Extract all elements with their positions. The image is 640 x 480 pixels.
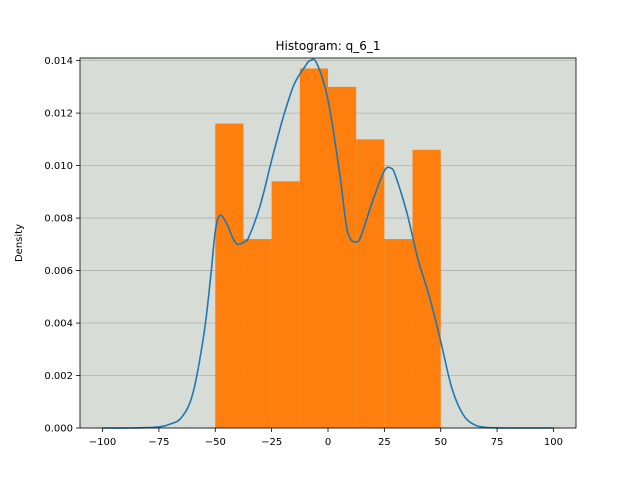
x-tick-label: −75 [148, 437, 169, 448]
x-tick-label: −100 [89, 437, 116, 448]
histogram-bar [299, 68, 328, 428]
x-tick-label: 50 [434, 437, 447, 448]
x-tick-label: 100 [544, 437, 563, 448]
histogram-bar [271, 181, 300, 428]
y-tick-label: 0.012 [44, 109, 73, 120]
histogram-bar [356, 139, 385, 428]
y-axis-ticks: 0.000 0.002 0.004 0.006 0.008 0.010 0.012 0.014 [44, 56, 80, 435]
y-tick-label: 0.002 [44, 371, 73, 382]
histogram-bar [384, 239, 413, 428]
histogram-bar [215, 123, 244, 428]
y-tick-label: 0.000 [44, 424, 73, 435]
x-tick-label: −50 [205, 437, 226, 448]
chart-title: Histogram: q_6_1 [276, 39, 381, 53]
histogram-bars [215, 68, 441, 429]
y-tick-label: 0.014 [44, 56, 73, 67]
x-tick-label: 75 [491, 437, 504, 448]
y-tick-label: 0.010 [44, 161, 73, 172]
density-curve [102, 58, 554, 429]
x-axis-ticks: −100 −75 −50 −25 0 25 50 75 100 [89, 428, 563, 448]
x-tick-label: 25 [378, 437, 391, 448]
y-tick-label: 0.004 [44, 319, 73, 330]
histogram-bar [243, 239, 272, 428]
histogram-bar [328, 86, 357, 429]
y-axis-label: Density [14, 224, 25, 262]
x-tick-label: 0 [325, 437, 331, 448]
y-tick-label: 0.006 [44, 266, 73, 277]
y-tick-label: 0.008 [44, 214, 73, 225]
x-tick-label: −25 [261, 437, 282, 448]
